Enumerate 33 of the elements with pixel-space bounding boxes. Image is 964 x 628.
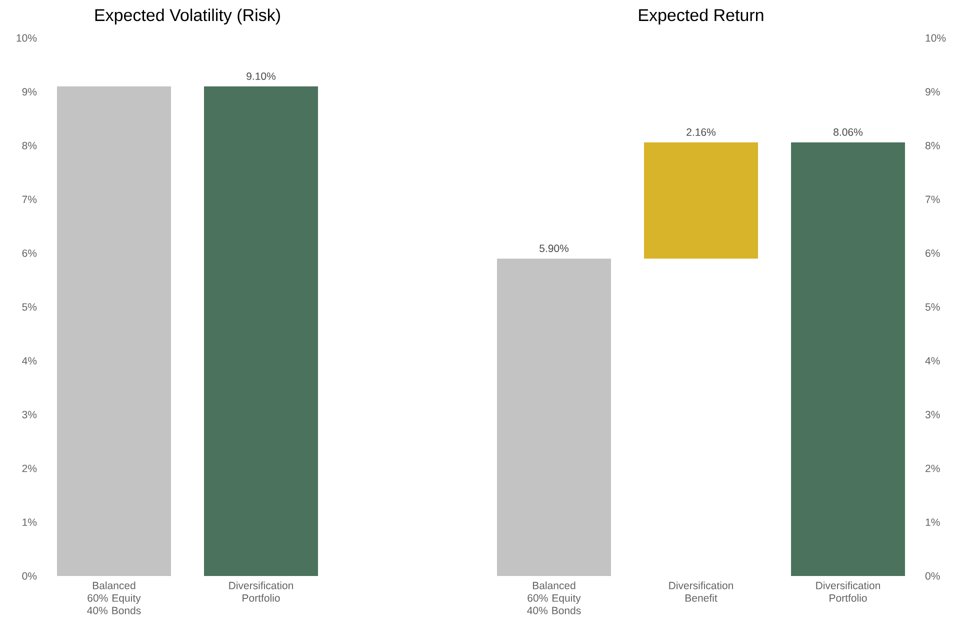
y-tick-label: 2% [22, 464, 37, 472]
y2-tick-label: 2% [926, 464, 940, 472]
text: 9.10% [246, 72, 276, 80]
x-tick-label: Diversification Benefit [669, 582, 733, 602]
x-tick-label: Balanced 60% Equity 40% Bonds [87, 582, 141, 614]
y-tick-label: 7% [22, 196, 37, 204]
y2-tick-label: 6% [926, 249, 940, 257]
y2-tick-label: 9% [926, 88, 940, 96]
y-tick-label: 5% [22, 303, 37, 311]
y2-tick-label: 1% [926, 518, 940, 526]
x-tick-label: Balanced 60% Equity 40% Bonds [527, 582, 581, 614]
y-tick-label: 8% [22, 142, 37, 150]
chart-title: Expected Return [639, 8, 764, 24]
y2-tick-label: 0% [925, 572, 940, 580]
text: 8.06% [834, 128, 863, 136]
chart-title: Expected Volatility (Risk) [95, 8, 280, 24]
text: 2.16% [686, 128, 716, 136]
y2-tick-label: 8% [925, 142, 940, 150]
x-tick-label: Diversification Portfolio [229, 582, 293, 602]
y-tick-label: 1% [22, 518, 37, 526]
y-tick-label: 6% [22, 249, 37, 257]
y-tick-label: 4% [22, 357, 37, 364]
y-tick-label: 3% [22, 410, 37, 418]
y2-tick-label: 5% [925, 303, 940, 311]
y-tick-label: 10% [16, 34, 37, 42]
y2-tick-label: 4% [925, 357, 940, 364]
text: 5.90% [540, 244, 569, 252]
y2-tick-label: 10% [926, 34, 946, 42]
y2-tick-label: 7% [926, 196, 940, 204]
y-tick-label: 9% [22, 88, 37, 96]
y2-tick-label: 3% [925, 410, 940, 418]
x-tick-label: Diversification Portfolio [816, 582, 880, 602]
y-tick-label: 0% [22, 572, 37, 580]
